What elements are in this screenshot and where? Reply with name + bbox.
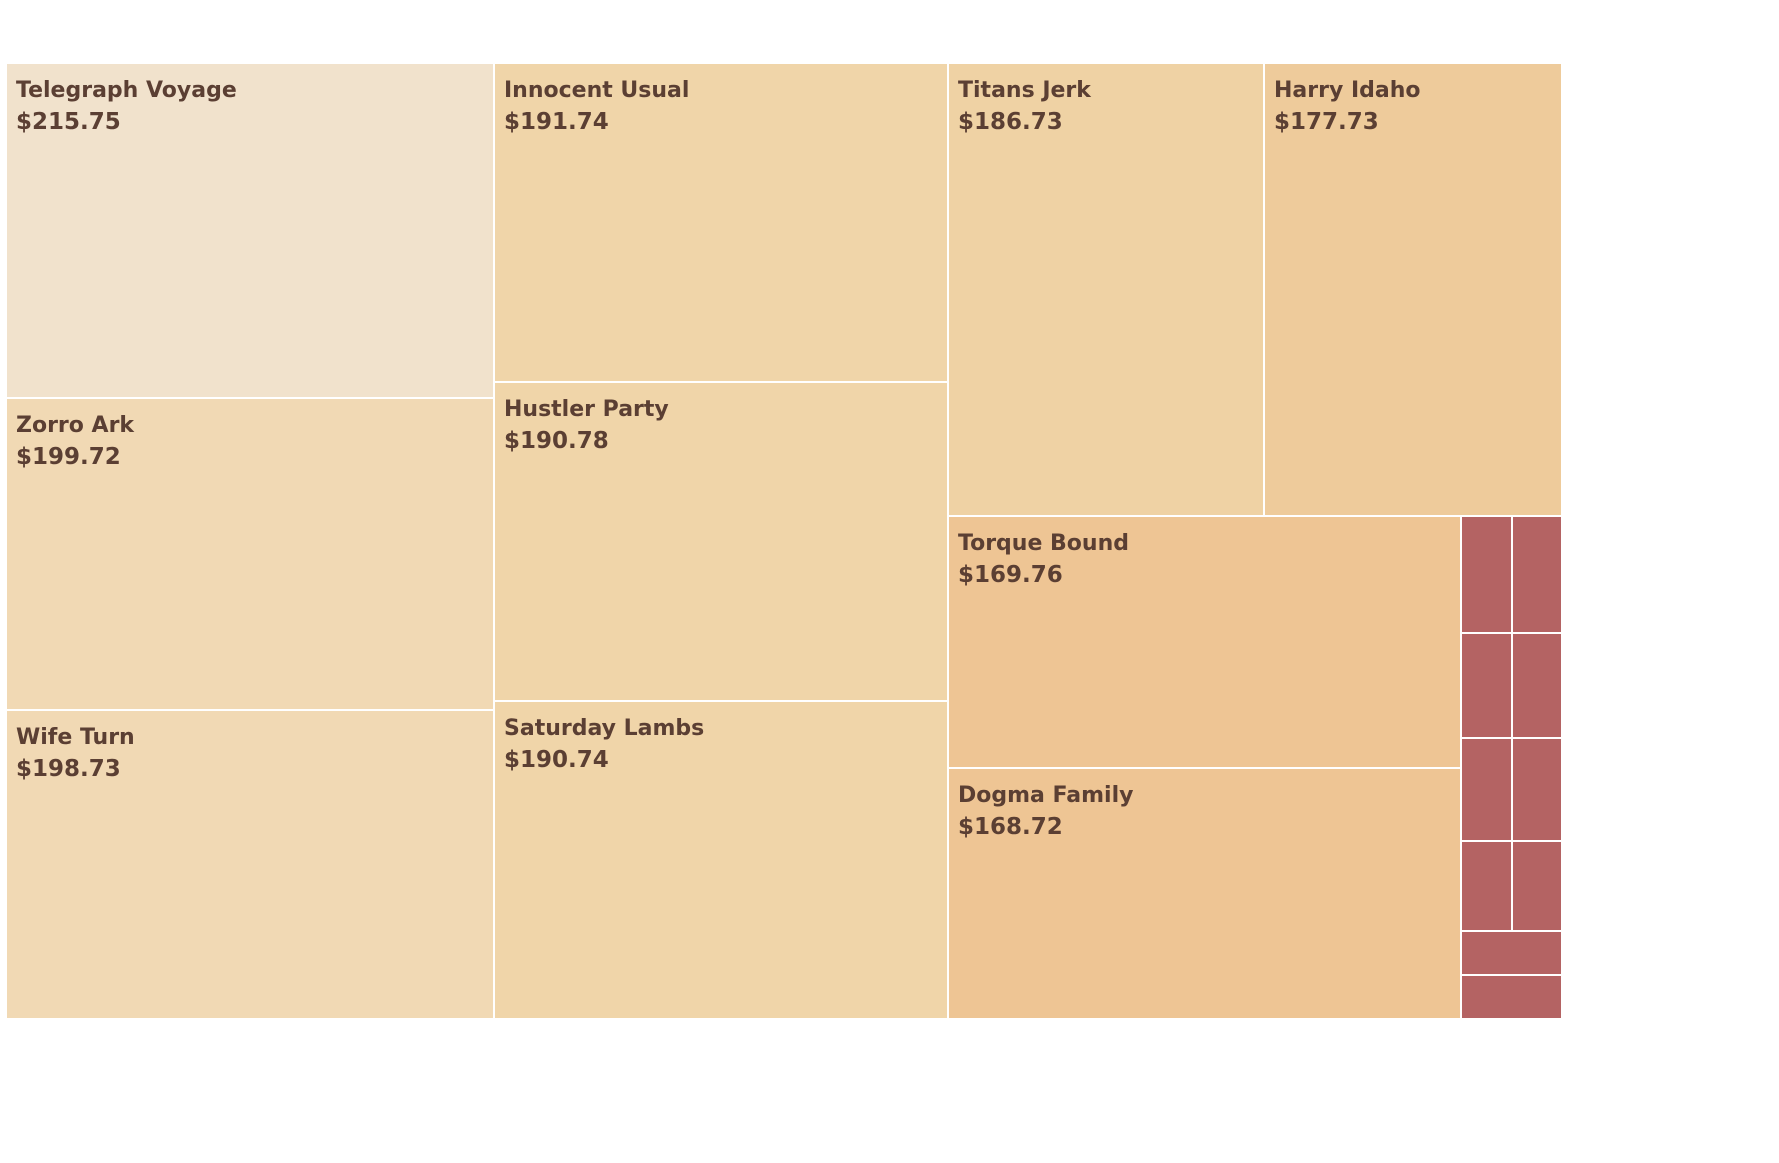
tile-rect-small-17 bbox=[1460, 840, 1513, 932]
treemap-tile-small-14 bbox=[1511, 632, 1563, 739]
treemap-tile-hustler-party: Hustler Party $190.78 bbox=[493, 381, 949, 702]
treemap-tile-small-12 bbox=[1511, 515, 1563, 634]
tile-value-zorro-ark: $199.72 bbox=[16, 444, 121, 470]
tile-value-torque-bound: $169.76 bbox=[958, 562, 1063, 588]
tile-rect-innocent-usual bbox=[493, 62, 949, 383]
tile-rect-small-11 bbox=[1460, 515, 1513, 634]
treemap-tile-small-11 bbox=[1460, 515, 1513, 634]
tile-value-saturday-lambs: $190.74 bbox=[504, 747, 609, 773]
treemap-tile-small-19 bbox=[1460, 930, 1563, 976]
tile-rect-small-14 bbox=[1511, 632, 1563, 739]
treemap-tile-telegraph-voyage: Telegraph Voyage $215.75 bbox=[5, 62, 495, 399]
tile-label-torque-bound: Torque Bound bbox=[958, 531, 1129, 556]
tile-rect-hustler-party bbox=[493, 381, 949, 702]
tile-label-titans-jerk: Titans Jerk bbox=[958, 78, 1092, 103]
treemap-tiles: Telegraph Voyage $215.75 Zorro Ark $199.72 W… bbox=[5, 62, 1563, 1020]
tile-value-titans-jerk: $186.73 bbox=[958, 109, 1063, 135]
tile-rect-wife-turn bbox=[5, 709, 495, 1020]
tile-rect-small-16 bbox=[1511, 737, 1563, 842]
tile-label-hustler-party: Hustler Party bbox=[504, 397, 669, 422]
treemap-tile-small-16 bbox=[1511, 737, 1563, 842]
tile-value-telegraph-voyage: $215.75 bbox=[16, 109, 121, 135]
treemap-tile-harry-idaho: Harry Idaho $177.73 bbox=[1263, 62, 1563, 517]
tile-value-harry-idaho: $177.73 bbox=[1274, 109, 1379, 135]
tile-value-hustler-party: $190.78 bbox=[504, 428, 609, 454]
tile-rect-small-13 bbox=[1460, 632, 1513, 739]
tile-rect-zorro-ark bbox=[5, 397, 495, 711]
treemap-tile-saturday-lambs: Saturday Lambs $190.74 bbox=[493, 700, 949, 1020]
tile-value-dogma-family: $168.72 bbox=[958, 814, 1063, 840]
treemap-tile-zorro-ark: Zorro Ark $199.72 bbox=[5, 397, 495, 711]
tile-label-saturday-lambs: Saturday Lambs bbox=[504, 716, 704, 741]
tile-value-innocent-usual: $191.74 bbox=[504, 109, 609, 135]
tile-rect-small-12 bbox=[1511, 515, 1563, 634]
tile-rect-small-18 bbox=[1511, 840, 1563, 932]
tile-value-wife-turn: $198.73 bbox=[16, 756, 121, 782]
treemap-tile-titans-jerk: Titans Jerk $186.73 bbox=[947, 62, 1265, 517]
tile-rect-small-15 bbox=[1460, 737, 1513, 842]
treemap-tile-dogma-family: Dogma Family $168.72 bbox=[947, 767, 1462, 1020]
treemap-tile-innocent-usual: Innocent Usual $191.74 bbox=[493, 62, 949, 383]
tile-rect-titans-jerk bbox=[947, 62, 1265, 517]
treemap-tile-small-13 bbox=[1460, 632, 1513, 739]
treemap-tile-wife-turn: Wife Turn $198.73 bbox=[5, 709, 495, 1020]
tile-label-telegraph-voyage: Telegraph Voyage bbox=[16, 78, 237, 103]
treemap-tile-small-20 bbox=[1460, 974, 1563, 1020]
tile-rect-small-19 bbox=[1460, 930, 1563, 976]
tile-label-zorro-ark: Zorro Ark bbox=[16, 413, 135, 438]
tile-rect-telegraph-voyage bbox=[5, 62, 495, 399]
treemap-tile-small-18 bbox=[1511, 840, 1563, 932]
treemap-tile-small-15 bbox=[1460, 737, 1513, 842]
tile-rect-harry-idaho bbox=[1263, 62, 1563, 517]
tile-rect-saturday-lambs bbox=[493, 700, 949, 1020]
treemap-tile-small-17 bbox=[1460, 840, 1513, 932]
tile-label-wife-turn: Wife Turn bbox=[16, 725, 135, 750]
tile-label-harry-idaho: Harry Idaho bbox=[1274, 78, 1421, 103]
tile-rect-dogma-family bbox=[947, 767, 1462, 1020]
tile-label-dogma-family: Dogma Family bbox=[958, 783, 1133, 808]
tile-rect-small-20 bbox=[1460, 974, 1563, 1020]
tile-label-innocent-usual: Innocent Usual bbox=[504, 78, 689, 103]
treemap-tile-torque-bound: Torque Bound $169.76 bbox=[947, 515, 1462, 769]
